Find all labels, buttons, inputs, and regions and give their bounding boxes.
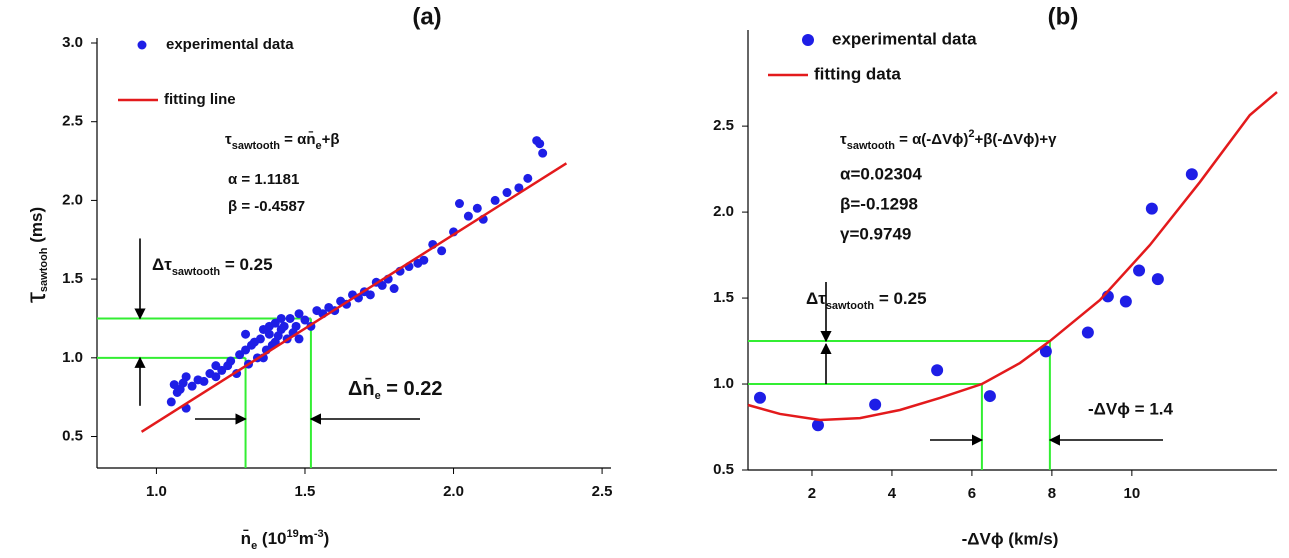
annotation: Δτsawtooth = 0.25 xyxy=(806,289,927,311)
y-tick-label: 2.5 xyxy=(62,113,83,130)
data-point xyxy=(535,139,545,149)
data-point xyxy=(463,211,473,221)
data-point xyxy=(300,315,310,325)
y-tick-label: 2.0 xyxy=(713,203,734,220)
annotation: β = -0.4587 xyxy=(228,198,305,215)
data-point xyxy=(199,376,209,386)
data-point xyxy=(285,313,295,323)
data-point xyxy=(211,372,221,382)
data-point xyxy=(211,361,221,371)
data-point xyxy=(490,195,500,205)
legend-swatch xyxy=(137,40,147,50)
y-tick-label: 1.0 xyxy=(62,349,83,366)
x-tick-label: 8 xyxy=(1048,485,1056,502)
data-point xyxy=(377,280,387,290)
data-point xyxy=(538,148,548,158)
data-point xyxy=(279,321,289,331)
x-axis-label: n̄e (1019m-3) xyxy=(241,528,330,552)
data-point xyxy=(276,313,286,323)
annotation: τsawtooth = α(-ΔVϕ)2+β(-ΔVϕ)+γ xyxy=(840,128,1057,152)
data-point xyxy=(1039,345,1052,358)
x-tick-label: 10 xyxy=(1124,485,1141,502)
x-tick-label: 2.5 xyxy=(592,483,613,500)
data-point xyxy=(181,372,191,382)
y-tick-label: 1.5 xyxy=(713,289,734,306)
legend-label: experimental data xyxy=(832,29,977,48)
data-point xyxy=(255,334,265,344)
data-point xyxy=(166,397,176,407)
y-tick-label: 2.5 xyxy=(713,117,734,134)
y-tick-label: 3.0 xyxy=(62,34,83,51)
y-axis-label: τsawtooh (ms) xyxy=(20,207,51,303)
data-point xyxy=(226,356,236,366)
data-point xyxy=(454,199,464,209)
data-point xyxy=(187,381,197,391)
annotation: γ=0.9749 xyxy=(840,224,911,243)
data-point xyxy=(1151,273,1164,286)
legend-swatch xyxy=(802,34,814,46)
annotation: τsawtooth = αn̄e+β xyxy=(225,130,340,152)
x-tick-label: 1.5 xyxy=(295,483,316,500)
fit-line xyxy=(140,162,568,433)
x-axis-label: -ΔVϕ (km/s) xyxy=(962,529,1059,548)
data-point xyxy=(1119,295,1132,308)
data-point xyxy=(931,364,944,377)
data-point xyxy=(523,173,533,183)
data-point xyxy=(1145,202,1158,215)
data-point xyxy=(753,391,766,404)
data-point xyxy=(1081,326,1094,339)
fit-line xyxy=(747,91,1278,422)
annotation: -ΔVϕ = 1.4 xyxy=(1088,399,1174,418)
data-point xyxy=(514,183,524,193)
data-point xyxy=(419,255,429,265)
y-tick-label: 1.5 xyxy=(62,270,83,287)
data-point xyxy=(1133,264,1146,277)
data-point xyxy=(294,309,304,319)
data-point xyxy=(869,398,882,411)
chart-title: (a) xyxy=(412,3,441,30)
x-tick-label: 4 xyxy=(888,485,897,502)
data-point xyxy=(502,188,512,198)
y-tick-label: 0.5 xyxy=(62,427,83,444)
data-point xyxy=(472,203,482,213)
data-point xyxy=(437,246,447,256)
data-point xyxy=(291,321,301,331)
y-tick-label: 2.0 xyxy=(62,191,83,208)
y-tick-label: 0.5 xyxy=(713,461,734,478)
annotation: Δn̄e = 0.22 xyxy=(348,378,442,402)
annotation: Δτsawtooth = 0.25 xyxy=(152,255,273,277)
data-point xyxy=(389,284,399,294)
x-tick-label: 1.0 xyxy=(146,483,167,500)
x-tick-label: 6 xyxy=(968,485,976,502)
data-point xyxy=(365,290,375,300)
annotation: α=0.02304 xyxy=(840,164,922,183)
annotation: α = 1.1181 xyxy=(228,171,299,188)
legend-label: experimental data xyxy=(166,36,294,53)
data-point xyxy=(241,329,251,339)
data-point xyxy=(1185,168,1198,181)
x-tick-label: 2.0 xyxy=(443,483,464,500)
legend-label: fitting line xyxy=(164,91,236,108)
chart-title: (b) xyxy=(1048,3,1079,30)
legend-label: fitting data xyxy=(814,64,901,83)
data-point xyxy=(983,390,996,403)
data-point xyxy=(811,419,824,432)
data-point xyxy=(294,334,304,344)
x-tick-label: 2 xyxy=(808,485,816,502)
data-point xyxy=(264,329,274,339)
annotation: β=-0.1298 xyxy=(840,194,918,213)
y-tick-label: 1.0 xyxy=(713,375,734,392)
